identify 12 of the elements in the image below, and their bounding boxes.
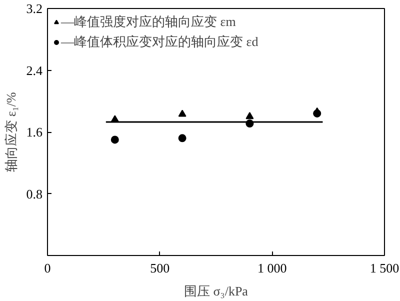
y-axis-title: 轴向应变 ε₁/% bbox=[3, 92, 18, 172]
x-axis-title: 围压 σ₃/kPa bbox=[184, 284, 248, 298]
y-tick-label: 2.4 bbox=[26, 62, 43, 78]
x-tick-label: 1 000 bbox=[258, 260, 287, 276]
y-tick-label: 3.2 bbox=[26, 1, 42, 16]
y-tick-label: 1.6 bbox=[26, 124, 43, 140]
legend-label: —峰值体积应变对应的轴向应变 εd bbox=[61, 33, 258, 51]
legend-label: —峰值强度对应的轴向应变 εm bbox=[61, 13, 236, 31]
x-tick-label: 1 500 bbox=[370, 260, 400, 276]
y-tick-label: 0.8 bbox=[26, 186, 42, 202]
x-tick-label: 500 bbox=[150, 260, 170, 276]
x-tick-label: 0 bbox=[44, 260, 51, 276]
